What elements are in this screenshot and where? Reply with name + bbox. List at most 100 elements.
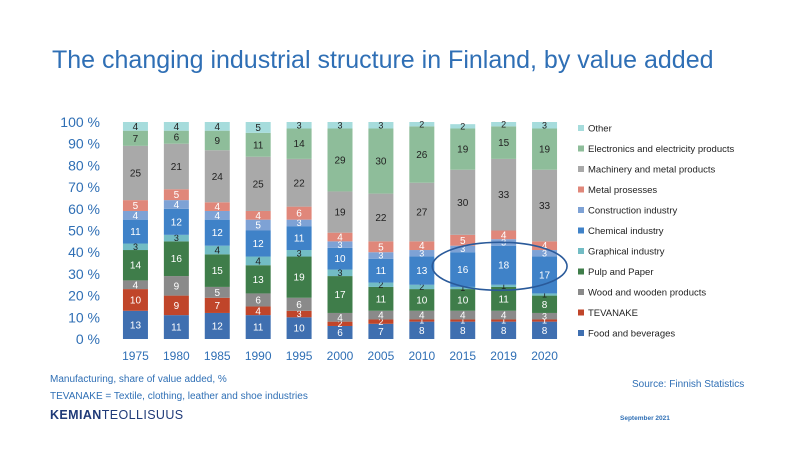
bar-segment: [368, 310, 394, 320]
y-tick-label: 50 %: [68, 223, 100, 239]
bar-segment: [450, 124, 476, 129]
bar-segment: [286, 317, 312, 339]
data-label: 8: [460, 326, 466, 337]
legend-swatch: [578, 186, 584, 193]
bar-segment: [532, 250, 558, 257]
data-label: 1: [419, 316, 424, 326]
bar-segment: [491, 286, 517, 311]
bar-segment: [368, 282, 394, 287]
data-label: 21: [171, 162, 183, 173]
bar-segment: [245, 230, 271, 257]
data-label: 33: [539, 201, 551, 212]
data-label: 7: [133, 134, 139, 145]
data-label: 17: [334, 290, 346, 301]
data-label: 4: [255, 306, 261, 317]
data-label: 3: [337, 240, 342, 250]
bar-segment: [368, 128, 394, 194]
bar-segment: [532, 122, 558, 129]
bar-segment: [163, 295, 189, 316]
legend-label: Wood and wooden products: [588, 288, 706, 299]
data-label: 5: [378, 242, 384, 253]
legend-swatch: [578, 248, 584, 254]
data-label: 3: [460, 244, 465, 254]
data-label: 1: [460, 316, 465, 326]
bar-segment: [286, 297, 312, 311]
legend-swatch: [578, 227, 584, 234]
data-label: 7: [214, 301, 220, 312]
bar-segment: [204, 219, 230, 246]
legend-swatch: [578, 309, 584, 316]
data-label: 4: [214, 122, 220, 133]
bar-segment: [532, 319, 558, 322]
legend-label: Food and beverages: [588, 329, 675, 340]
bar-segment: [245, 256, 271, 266]
bar-segment: [409, 250, 435, 257]
data-label: 2: [460, 121, 465, 131]
bar-segment: [245, 210, 271, 220]
footnote-tevanake: TEVANAKE = Textile, clothing, leather an…: [50, 391, 308, 402]
bar-segment: [368, 258, 394, 283]
data-label: 1: [501, 316, 506, 326]
bar-segment: [327, 312, 353, 322]
bar-segment: [163, 122, 189, 131]
y-tick-label: 30 %: [68, 266, 100, 282]
legend-label: Machinery and metal products: [588, 165, 716, 176]
data-label: 11: [171, 323, 182, 334]
bar-segment: [245, 293, 271, 307]
bar-segment: [245, 219, 271, 231]
slide-date: September 2021: [620, 415, 670, 422]
bar-segment: [327, 325, 353, 339]
y-tick-label: 40 %: [68, 244, 100, 260]
data-label: 4: [214, 211, 220, 222]
source-note: Source: Finnish Statistics: [632, 379, 745, 390]
x-tick-label: 2000: [327, 349, 354, 363]
bar-segment: [532, 293, 558, 296]
bar-segment: [204, 150, 230, 203]
data-label: 9: [174, 281, 180, 292]
data-label: 4: [501, 311, 507, 322]
data-label: 18: [498, 261, 510, 272]
legend-label: Metal prosesses: [588, 185, 657, 196]
data-label: 4: [419, 311, 425, 322]
bar-segment: [491, 158, 517, 231]
data-label: 4: [255, 256, 261, 267]
bar-segment: [409, 182, 435, 242]
data-label: 2: [378, 280, 383, 290]
data-label: 3: [337, 268, 342, 278]
data-label: 14: [294, 139, 306, 150]
data-label: 1: [460, 283, 465, 293]
data-label: 6: [296, 300, 302, 311]
bar-segment: [409, 241, 435, 251]
bar-segment: [532, 128, 558, 170]
data-label: 5: [460, 236, 466, 247]
data-label: 4: [337, 313, 343, 324]
bar-segment: [491, 230, 517, 240]
data-label: 3: [542, 120, 547, 130]
y-tick-label: 20 %: [68, 288, 100, 304]
data-label: 4: [419, 241, 425, 252]
bar-segment: [450, 310, 476, 320]
bar-segment: [327, 269, 353, 277]
data-label: 24: [212, 172, 224, 183]
bar-segment: [286, 250, 312, 257]
data-label: 3: [297, 309, 302, 319]
data-label: 10: [294, 324, 306, 335]
bar-segment: [327, 321, 353, 326]
x-tick-label: 1985: [204, 349, 231, 363]
bar-segment: [327, 247, 353, 270]
data-label: 10: [416, 295, 428, 306]
data-label: 2: [419, 119, 424, 129]
data-label: 11: [498, 294, 509, 305]
data-label: 4: [460, 311, 466, 322]
x-tick-label: 1980: [163, 349, 190, 363]
bar-segment: [163, 208, 189, 235]
bar-segment: [204, 312, 230, 339]
logo-part-1: KEMIAN: [50, 408, 102, 422]
bar-segment: [327, 128, 353, 192]
bar-segment: [204, 245, 230, 255]
y-tick-label: 80 %: [68, 157, 100, 173]
data-label: 6: [337, 328, 343, 339]
bar-segment: [450, 289, 476, 311]
legend-swatch: [578, 166, 584, 172]
data-label: 12: [253, 239, 265, 250]
